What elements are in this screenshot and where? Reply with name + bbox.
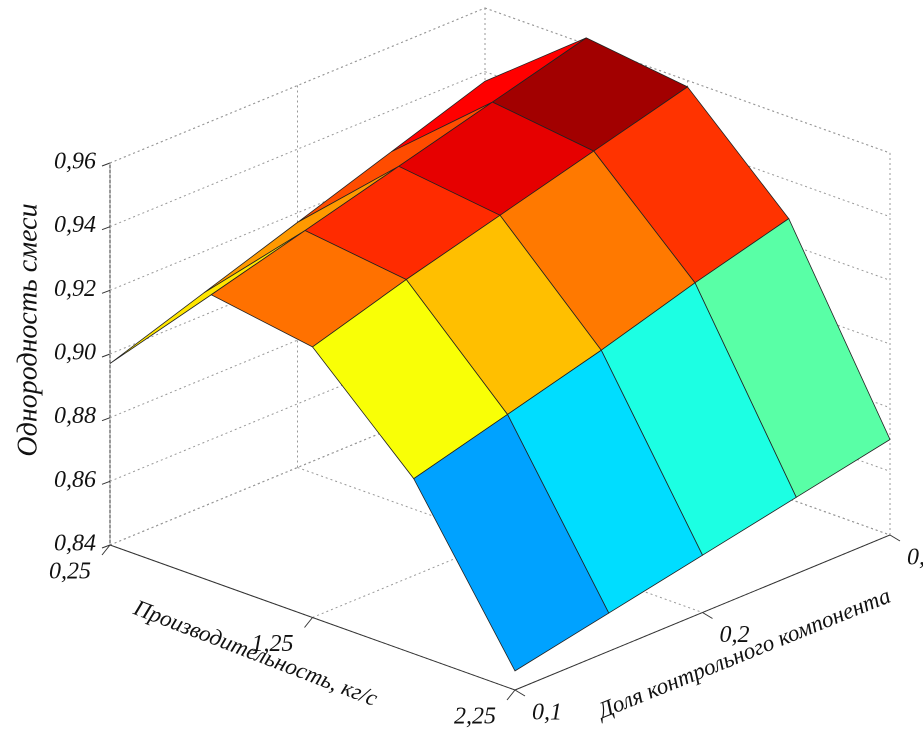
- z-tick-label: 0,92: [54, 276, 96, 302]
- x-tick-label: 1,25: [252, 631, 294, 657]
- z-tick-label: 0,86: [54, 467, 96, 493]
- z-tick-label: 0,88: [54, 403, 96, 429]
- tick-mark: [101, 417, 111, 422]
- tick-mark: [101, 544, 111, 549]
- z-tick-label: 0,84: [54, 531, 96, 557]
- tick-mark: [304, 617, 313, 628]
- y-tick-label: 0,1: [532, 700, 562, 726]
- x-tick-label: 0,25: [49, 559, 91, 585]
- tick-mark: [101, 162, 111, 167]
- tick-mark: [514, 689, 526, 697]
- tick-mark: [101, 353, 111, 358]
- z-tick-label: 0,96: [54, 149, 96, 175]
- tick-mark: [889, 534, 901, 542]
- tick-mark: [101, 544, 111, 556]
- z-axis-label: Однородность смеси: [12, 203, 43, 456]
- y-tick-label: 0,2: [720, 622, 750, 648]
- x-tick-label: 2,25: [454, 704, 496, 730]
- tick-mark: [101, 226, 111, 231]
- tick-mark: [702, 612, 713, 619]
- y-tick-label: 0,3: [907, 545, 923, 571]
- axis-line: [514, 534, 891, 691]
- surface-patch: [413, 413, 610, 672]
- y-axis-label: Доля контрольного компонента: [592, 583, 894, 724]
- tick-mark: [101, 480, 111, 485]
- tick-mark: [101, 289, 111, 294]
- axis-line: [109, 544, 516, 691]
- tick-mark: [506, 689, 516, 701]
- z-tick-label: 0,94: [54, 212, 96, 238]
- z-tick-label: 0,90: [54, 340, 96, 366]
